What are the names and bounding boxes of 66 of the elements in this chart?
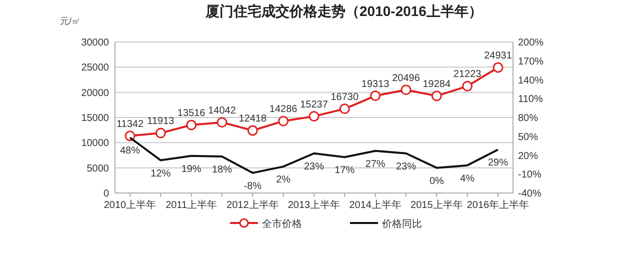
data-label: 17% — [334, 165, 355, 176]
point — [308, 111, 320, 122]
data-label: 21223 — [453, 69, 482, 80]
y-tick-label: 0 — [103, 188, 110, 200]
x-tick-label: 2012上半年 — [226, 199, 279, 211]
legend-label: 价格同比 — [381, 218, 422, 230]
data-label: 27% — [365, 158, 386, 170]
chart-title: 厦门住宅成交价格走势（2010-2016上半年） — [204, 3, 482, 19]
data-label: 23% — [396, 161, 416, 172]
point — [186, 120, 197, 130]
point — [400, 84, 412, 96]
y2-tick-label: 140% — [518, 75, 544, 86]
data-label: 48% — [120, 146, 140, 157]
data-label: 13516 — [177, 108, 206, 119]
legend-label: 全市价格 — [262, 218, 302, 230]
point — [431, 90, 442, 102]
point — [370, 90, 381, 102]
data-label: 24931 — [484, 50, 512, 62]
x-tick-label: 2015上半年 — [410, 199, 463, 211]
y-tick-label: 10000 — [81, 138, 110, 150]
data-label: -8% — [244, 180, 262, 192]
point — [216, 117, 228, 128]
data-label: 11913 — [147, 116, 175, 128]
point — [124, 130, 136, 142]
data-label: 19% — [181, 164, 202, 175]
data-label: 19313 — [361, 78, 390, 90]
y2-tick-label: -10% — [518, 170, 542, 181]
data-label: 23% — [304, 161, 324, 172]
y2-tick-label: 170% — [518, 56, 544, 68]
y2-tick-label: 200% — [518, 38, 544, 48]
x-tick-label: 2014上半年 — [349, 199, 402, 211]
point — [247, 125, 258, 136]
x-tick-label: 2013上半年 — [288, 199, 340, 211]
point — [492, 62, 504, 73]
x-tick-label: 2016年上半年 — [466, 199, 530, 211]
y-tick-label: 5000 — [86, 163, 110, 174]
data-label: 20496 — [392, 72, 420, 84]
point — [278, 116, 289, 126]
point — [155, 128, 166, 138]
y-tick-label: 15000 — [81, 113, 110, 124]
data-label: 11342 — [116, 118, 144, 130]
point — [462, 80, 473, 92]
y2-tick-label: -40% — [518, 188, 542, 200]
y2-tick-label: 20% — [518, 150, 538, 162]
y2-tick-label: 80% — [518, 113, 538, 124]
data-label: 4% — [460, 173, 475, 184]
data-label: 2% — [276, 174, 291, 186]
y-tick-label: 20000 — [81, 88, 110, 99]
y-tick-label: 30000 — [81, 38, 110, 48]
data-label: 15237 — [300, 99, 328, 110]
x-tick-label: 2010上半年 — [104, 199, 156, 211]
data-label: 0% — [429, 176, 444, 187]
y-tick-label: 25000 — [81, 62, 110, 74]
data-label: 14042 — [208, 105, 236, 116]
data-label: 14286 — [269, 104, 298, 116]
y2-tick-label: 110% — [518, 94, 543, 106]
point — [339, 104, 350, 114]
x-tick-label: 2011上半年 — [166, 199, 218, 211]
y-axis-title: 元/㎡ — [60, 16, 81, 26]
y2-tick-label: 50% — [518, 132, 538, 143]
data-label: 29% — [488, 158, 508, 169]
data-label: 18% — [212, 164, 232, 176]
data-label: 16730 — [330, 92, 360, 103]
data-label: 12% — [150, 168, 171, 180]
data-label: 19284 — [422, 78, 452, 90]
data-label: 12418 — [238, 113, 268, 124]
